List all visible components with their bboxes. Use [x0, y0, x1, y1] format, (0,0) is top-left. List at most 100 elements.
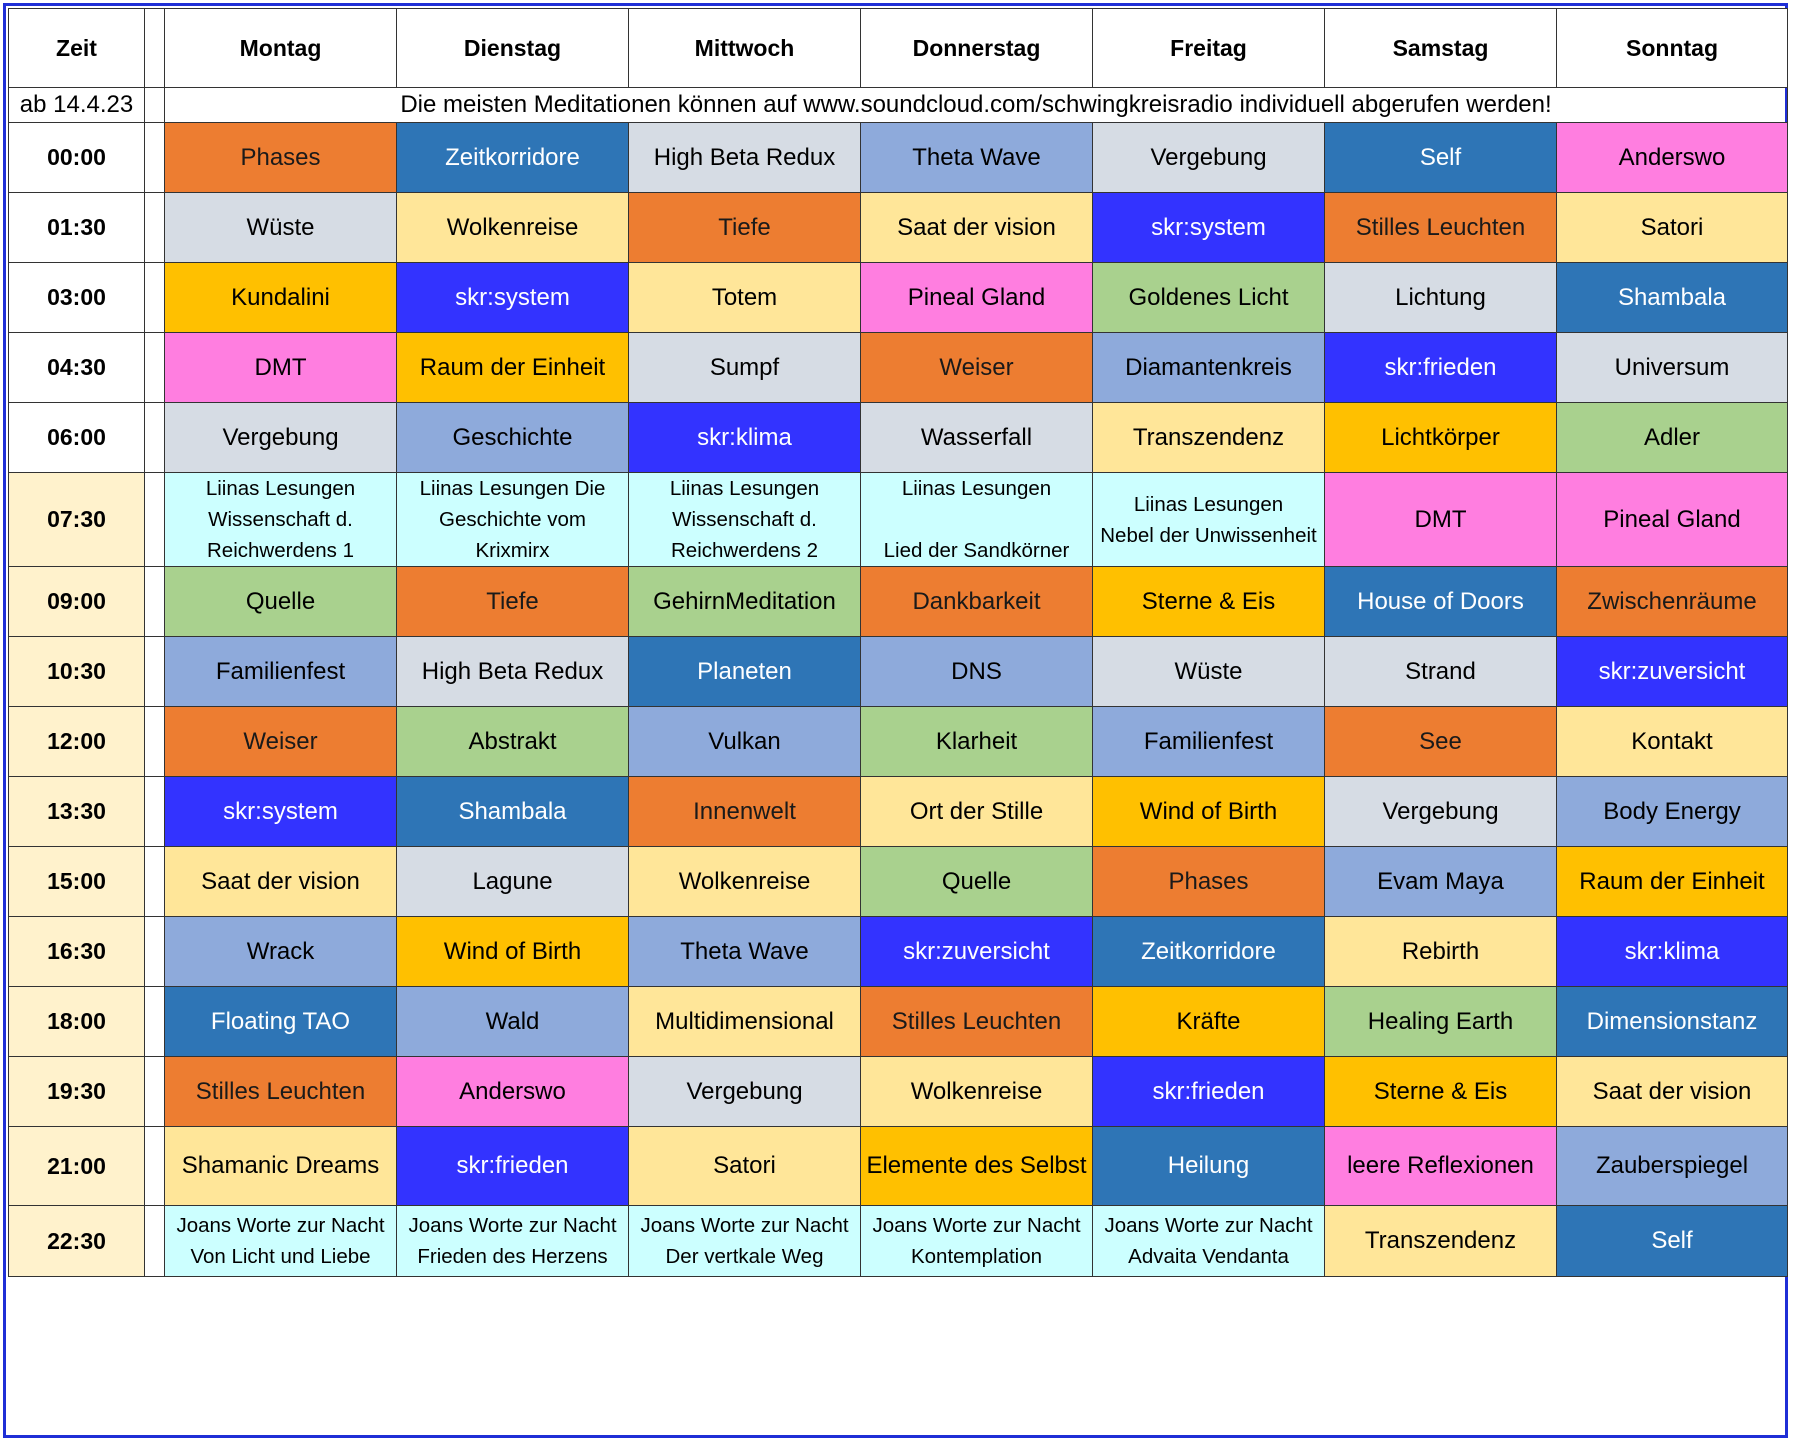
program-cell: Transzendenz: [1324, 1205, 1557, 1277]
program-line: Totem: [711, 283, 778, 311]
program-line: High Beta Redux: [421, 657, 604, 685]
program-line: Joans Worte zur Nacht: [872, 1214, 1081, 1237]
program-cell: Kundalini: [164, 262, 397, 333]
program-line: Liinas Lesungen: [205, 477, 356, 500]
schedule-row: 03:00 Kundalini skr:system Totem Pineal Glan…: [8, 262, 1788, 333]
program-cell: Healing Earth: [1324, 986, 1557, 1057]
program-line: [863, 504, 1090, 535]
program-cell: Joans Worte zur Nacht Von Licht und Liebe: [164, 1205, 397, 1277]
program-cell: Vergebung: [1092, 122, 1325, 193]
time-slot: 12:00: [8, 706, 145, 777]
program-line: Sterne & Eis: [1373, 1077, 1508, 1105]
time-slot: 06:00: [8, 402, 145, 473]
program-line: Saat der vision: [1592, 1077, 1752, 1105]
time-slot: 00:00: [8, 122, 145, 193]
time-slot: 03:00: [8, 262, 145, 333]
program-line: Stilles Leuchten: [195, 1077, 366, 1105]
program-line: Healing Earth: [1367, 1007, 1514, 1035]
program-cell: skr:system: [396, 262, 629, 333]
program-line: Goldenes Licht: [1128, 283, 1289, 311]
program-line: Innenwelt: [693, 797, 796, 825]
time-slot: 19:30: [8, 1056, 145, 1127]
program-cell: skr:klima: [628, 402, 861, 473]
time-slot: 16:30: [8, 916, 145, 987]
program-line: Transzendenz: [1132, 423, 1285, 451]
program-cell: Wald: [396, 986, 629, 1057]
program-cell: Shamanic Dreams: [164, 1126, 397, 1206]
program-cell: Saat der vision: [164, 846, 397, 917]
valid-since-label: ab 14.4.23: [8, 87, 145, 123]
program-line: Saat der vision: [897, 213, 1056, 241]
program-line: Zwischenräume: [1587, 587, 1757, 615]
program-cell: Shambala: [396, 776, 629, 847]
program-line: Lichtung: [1395, 283, 1486, 311]
program-cell: leere Reflexionen: [1324, 1126, 1557, 1206]
program-cell: skr:zuversicht: [860, 916, 1093, 987]
program-cell: Lichtkörper: [1324, 402, 1557, 473]
row-spacer: [144, 776, 165, 847]
program-line: Vergebung: [222, 423, 339, 451]
program-cell: Theta Wave: [860, 122, 1093, 193]
header-day: Freitag: [1092, 8, 1325, 88]
program-cell: Rebirth: [1324, 916, 1557, 987]
program-line: Wald: [485, 1007, 540, 1035]
program-line: Phases: [1168, 867, 1249, 895]
program-cell: Ort der Stille: [860, 776, 1093, 847]
header-day: Donnerstag: [860, 8, 1093, 88]
schedule-row: 19:30 Stilles Leuchten Anderswo Vergebung Wo…: [8, 1056, 1788, 1127]
row-spacer: [144, 916, 165, 987]
program-line: Strand: [1405, 657, 1476, 685]
program-cell: Wind of Birth: [396, 916, 629, 987]
soundcloud-notice: Die meisten Meditationen können auf www.…: [164, 87, 1788, 123]
program-line: Wissenschaft d.: [208, 508, 353, 531]
program-cell: Tiefe: [628, 192, 861, 263]
program-line: GehirnMeditation: [653, 587, 836, 615]
program-cell: Familienfest: [1092, 706, 1325, 777]
program-cell: Adler: [1556, 402, 1788, 473]
program-line: Tiefe: [486, 587, 539, 615]
row-spacer: [144, 1205, 165, 1277]
schedule-row: 06:00 Vergebung Geschichte skr:klima Wasserf…: [8, 402, 1788, 473]
program-line: Shambala: [1617, 283, 1727, 311]
header-day: Mittwoch: [628, 8, 861, 88]
program-line: Anderswo: [459, 1077, 566, 1105]
row-spacer: [144, 122, 165, 193]
schedule-row: 10:30 Familienfest High Beta Redux Planeten…: [8, 636, 1788, 707]
program-cell: Joans Worte zur Nacht Der vertkale Weg: [628, 1205, 861, 1277]
program-line: Diamantenkreis: [1125, 353, 1292, 381]
program-cell: Quelle: [164, 566, 397, 637]
program-cell: skr:frieden: [396, 1126, 629, 1206]
program-line: Multidimensional: [655, 1007, 834, 1035]
program-cell: Quelle: [860, 846, 1093, 917]
program-cell: skr:zuversicht: [1556, 636, 1788, 707]
program-line: Raum der Einheit: [1579, 867, 1765, 895]
program-line: Wolkenreise: [678, 867, 811, 895]
program-line: Wolkenreise: [446, 213, 579, 241]
program-cell: skr:system: [164, 776, 397, 847]
program-cell: Lagune: [396, 846, 629, 917]
program-line: Floating TAO: [210, 1007, 351, 1035]
program-line: Sumpf: [709, 353, 780, 381]
program-cell: Joans Worte zur Nacht Frieden des Herzens: [396, 1205, 629, 1277]
program-cell: High Beta Redux: [628, 122, 861, 193]
schedule-row: 09:00 Quelle Tiefe GehirnMeditation Dankbark…: [8, 566, 1788, 637]
program-line: Anderswo: [1618, 143, 1726, 171]
program-line: leere Reflexionen: [1347, 1152, 1534, 1179]
program-line: Zauberspiegel: [1595, 1152, 1749, 1179]
program-cell: Kontakt: [1556, 706, 1788, 777]
header-spacer: [144, 8, 165, 88]
program-line: Vergebung: [686, 1077, 803, 1105]
program-line: Liinas Lesungen: [669, 477, 820, 500]
program-cell: Kräfte: [1092, 986, 1325, 1057]
schedule-row: 04:30 DMT Raum der Einheit Sumpf Weiser Diama…: [8, 332, 1788, 403]
program-cell: Wolkenreise: [396, 192, 629, 263]
program-line: Rebirth: [1401, 937, 1480, 965]
program-line: skr:zuversicht: [1598, 657, 1746, 685]
program-line: Familienfest: [215, 657, 346, 685]
program-line: Vergebung: [1382, 797, 1499, 825]
program-line: Lichtkörper: [1381, 423, 1500, 451]
program-line: Weiser: [243, 727, 318, 755]
program-line: Wrack: [246, 937, 315, 965]
program-line: Joans Worte zur Nacht: [408, 1214, 617, 1237]
program-cell: Tiefe: [396, 566, 629, 637]
